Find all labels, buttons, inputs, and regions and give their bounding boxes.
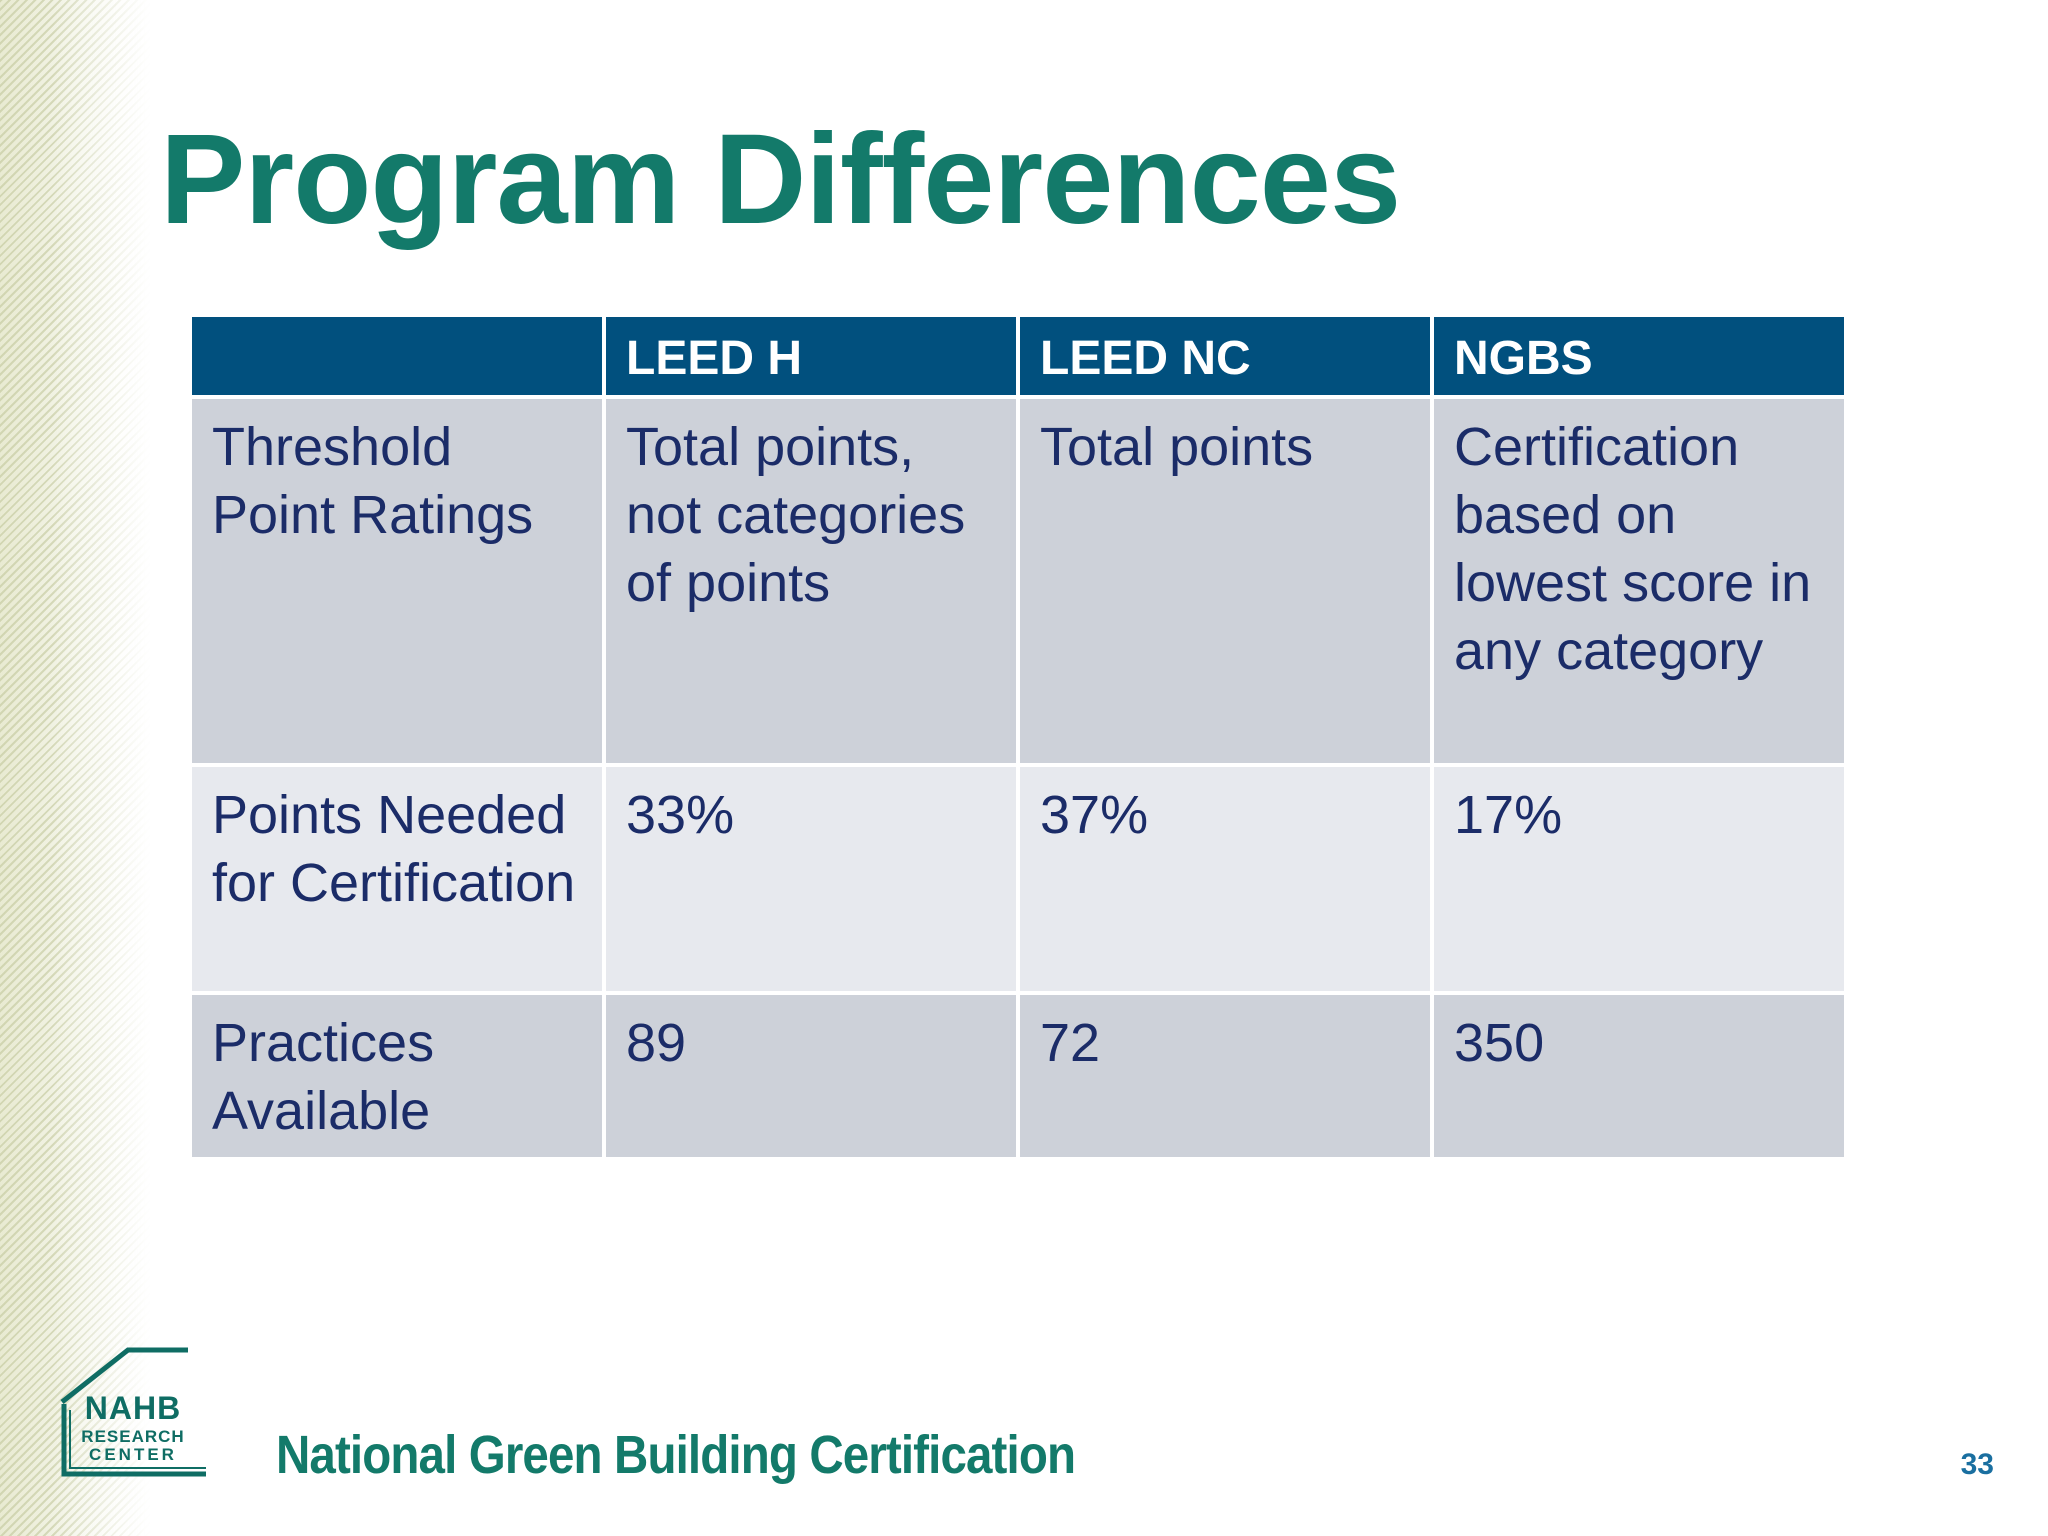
nahb-logo-icon bbox=[60, 1347, 206, 1477]
nahb-logo-text: NAHB RESEARCH CENTER bbox=[78, 1392, 188, 1463]
row-label: Threshold Point Ratings bbox=[188, 395, 606, 767]
page-title: Program Differences bbox=[160, 108, 1401, 251]
row-label: Points Needed for Certification bbox=[188, 763, 606, 995]
comparison-table: LEED H LEED NC NGBS Threshold Point Rati… bbox=[188, 313, 1848, 1161]
row-label: Practices Available bbox=[188, 991, 606, 1161]
header-ngbs: NGBS bbox=[1430, 313, 1848, 399]
left-texture-decoration bbox=[0, 0, 150, 1536]
table-row: Threshold Point Ratings Total points, no… bbox=[188, 395, 1848, 767]
logo-line3: CENTER bbox=[89, 1445, 177, 1464]
cell-leed-nc: 72 bbox=[1016, 991, 1434, 1161]
logo-line1: NAHB bbox=[84, 1390, 182, 1426]
table-header-row: LEED H LEED NC NGBS bbox=[188, 313, 1848, 399]
cell-leed-nc: 37% bbox=[1016, 763, 1434, 995]
header-empty bbox=[188, 313, 606, 399]
header-leed-h: LEED H bbox=[602, 313, 1020, 399]
cell-ngbs: 350 bbox=[1430, 991, 1848, 1161]
cell-leed-h: Total points, not categories of points bbox=[602, 395, 1020, 767]
cell-ngbs: 17% bbox=[1430, 763, 1848, 995]
page-number: 33 bbox=[1960, 1448, 1994, 1481]
cell-ngbs: Certification based on lowest score in a… bbox=[1430, 395, 1848, 767]
table-row: Points Needed for Certification 33% 37% … bbox=[188, 763, 1848, 995]
cell-leed-h: 89 bbox=[602, 991, 1020, 1161]
header-leed-nc: LEED NC bbox=[1016, 313, 1434, 399]
cell-leed-h: 33% bbox=[602, 763, 1020, 995]
table-row: Practices Available 89 72 350 bbox=[188, 991, 1848, 1161]
logo-line2: RESEARCH bbox=[81, 1427, 185, 1446]
footer-tagline: National Green Building Certification bbox=[276, 1425, 1076, 1485]
cell-leed-nc: Total points bbox=[1016, 395, 1434, 767]
